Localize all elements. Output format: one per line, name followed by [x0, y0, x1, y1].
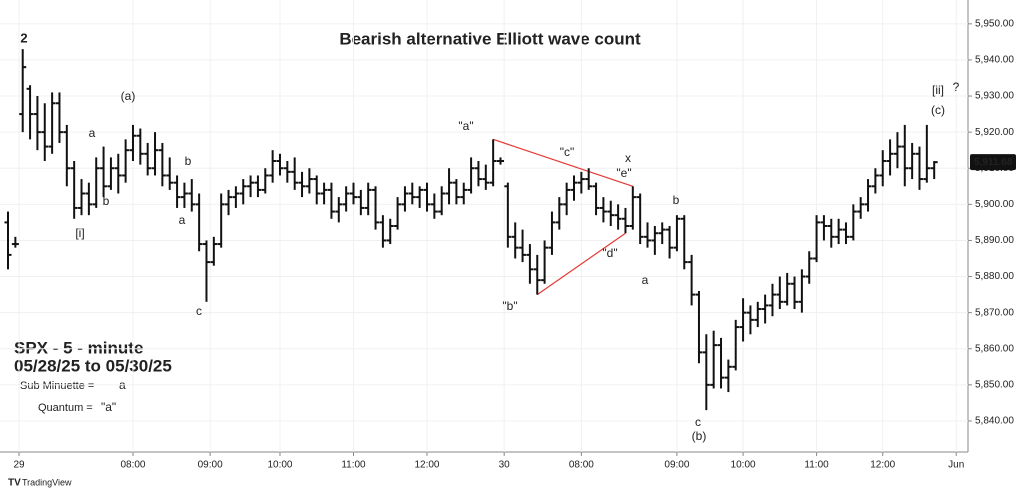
wave-label: b	[103, 194, 110, 208]
wave-label: "d"	[602, 246, 617, 260]
y-tick-label: 5,890.00	[975, 235, 1014, 246]
triangle-line	[492, 138, 634, 187]
x-tick-label: 09:00	[664, 460, 689, 471]
x-tick-label: 29	[13, 460, 25, 471]
y-tick-label: 5,870.00	[975, 307, 1014, 318]
y-tick-label: 5,930.00	[975, 91, 1014, 102]
chart-title: Bearish alternative Elliott wave count	[339, 29, 641, 48]
degree-label: Sub Minuette =	[20, 380, 94, 392]
degree-label: Quantum =	[38, 402, 93, 414]
x-tick-label: Jun	[948, 460, 964, 471]
x-tick-label: 08:00	[569, 460, 594, 471]
wave-label: "a"	[458, 119, 473, 133]
wave-label: x	[625, 151, 631, 165]
y-tick-label: 5,880.00	[975, 271, 1014, 282]
wave-label: (a)	[121, 89, 136, 103]
tv-logo: TV	[8, 478, 21, 489]
x-tick-label: 10:00	[731, 460, 756, 471]
wave-label: a	[179, 213, 186, 227]
wave-label: 2	[20, 30, 27, 45]
wave-label: (b)	[692, 429, 707, 443]
wave-label: c	[196, 304, 202, 318]
x-tick-label: 09:00	[198, 460, 223, 471]
wave-label: b	[185, 154, 192, 168]
watermark: TradingView	[22, 477, 72, 487]
x-tick-label: 11:00	[341, 460, 366, 471]
wave-label: b	[673, 193, 680, 207]
last-price-label: 5,911.68	[974, 157, 1013, 168]
wave-label: a	[89, 126, 96, 140]
x-tick-label: 10:00	[267, 460, 292, 471]
y-tick-label: 5,920.00	[975, 127, 1014, 138]
wave-label: [i]	[75, 226, 84, 240]
degree-mark: "a"	[101, 400, 116, 414]
wave-label: "b"	[502, 299, 517, 313]
legend-line: SPX - 5 - minute	[14, 338, 143, 357]
wave-label: ?	[953, 80, 960, 94]
triangle-line	[536, 232, 626, 296]
x-tick-label: 11:00	[804, 460, 829, 471]
x-tick-label: 30	[499, 460, 511, 471]
y-tick-label: 5,850.00	[975, 379, 1014, 390]
x-tick-label: 08:00	[120, 460, 145, 471]
wave-label: a	[642, 273, 649, 287]
last-price-box	[970, 154, 1016, 171]
y-tick-label: 5,840.00	[975, 416, 1014, 427]
wave-label: "c"	[560, 145, 575, 159]
wave-label: (c)	[931, 103, 945, 117]
wave-label: "e"	[616, 166, 631, 180]
y-tick-label: 5,950.00	[975, 18, 1014, 29]
y-tick-label: 5,940.00	[975, 55, 1014, 66]
wave-label: [ii]	[932, 83, 944, 97]
y-tick-label: 5,900.00	[975, 199, 1014, 210]
y-tick-label: 5,860.00	[975, 343, 1014, 354]
x-tick-label: 12:00	[414, 460, 439, 471]
legend-line: 05/28/25 to 05/30/25	[14, 356, 172, 375]
x-tick-label: 12:00	[870, 460, 895, 471]
wave-label: c	[695, 415, 701, 429]
